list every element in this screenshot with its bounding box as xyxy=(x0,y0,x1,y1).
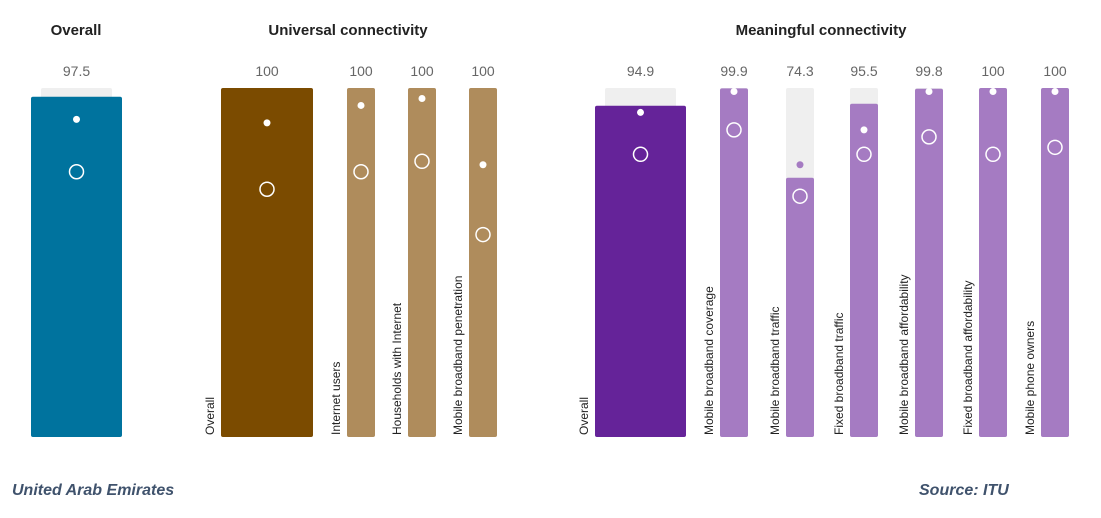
bar-g2-b6 xyxy=(1041,88,1069,437)
dot-marker-g2-b5 xyxy=(989,87,997,95)
bar-label-g2-b4: Mobile broadband affordability xyxy=(897,274,911,435)
circle-marker-g1-b3 xyxy=(475,226,491,243)
group-title-meaningful-connectivity: Meaningful connectivity xyxy=(735,22,907,39)
bar-g2-b1 xyxy=(720,88,748,437)
country-label: United Arab Emirates xyxy=(12,482,175,499)
circle-marker-g1-b2 xyxy=(414,153,430,170)
bar-label-g2-b3: Fixed broadband traffic xyxy=(832,312,846,435)
value-label-g1-b3: 100 xyxy=(471,63,495,79)
bar-g2-b4 xyxy=(915,88,943,437)
circle-marker-g2-b0 xyxy=(632,146,649,163)
bar-g1-b1 xyxy=(347,88,375,437)
circle-marker-g0-b0 xyxy=(68,164,85,180)
value-label-g1-b1: 100 xyxy=(349,63,373,79)
bar-label-g1-b0: Overall xyxy=(203,397,217,435)
value-label-g0-b0: 97.5 xyxy=(63,63,90,79)
value-label-g2-b3: 95.5 xyxy=(850,63,877,79)
value-label-g1-b0: 100 xyxy=(255,63,279,79)
bar-g2-b0 xyxy=(595,105,686,437)
bar-label-g1-b3: Mobile broadband penetration xyxy=(451,276,465,435)
value-label-g2-b5: 100 xyxy=(981,63,1005,79)
dot-marker-g2-b1 xyxy=(730,87,738,95)
bar-label-g2-b0: Overall xyxy=(577,397,591,435)
bar-label-g1-b1: Internet users xyxy=(329,362,343,435)
circle-marker-g1-b0 xyxy=(259,181,275,197)
bar-g0-b0 xyxy=(31,96,122,437)
dot-marker-g1-b2 xyxy=(418,94,426,102)
bar-g1-b3 xyxy=(469,88,497,437)
source-label: Source: ITU xyxy=(919,482,1009,499)
bar-label-g2-b2: Mobile broadband traffic xyxy=(768,306,782,435)
bar-label-g1-b2: Households with Internet xyxy=(390,302,404,435)
circle-marker-g1-b1 xyxy=(353,164,369,180)
dot-marker-g2-b4 xyxy=(925,87,933,95)
value-label-g1-b2: 100 xyxy=(410,63,434,79)
circle-marker-g2-b4 xyxy=(921,129,937,145)
value-label-g2-b6: 100 xyxy=(1043,63,1067,79)
group-title-universal-connectivity: Universal connectivity xyxy=(268,22,428,39)
dot-marker-g1-b1 xyxy=(357,101,365,109)
value-label-g2-b4: 99.8 xyxy=(915,63,942,79)
dot-marker-g2-b6 xyxy=(1051,87,1059,95)
bar-chart: 97.5 100 Overall 100 Internet users 100 Househ… xyxy=(31,63,1069,437)
value-label-g2-b2: 74.3 xyxy=(786,63,813,79)
value-label-g2-b0: 94.9 xyxy=(627,63,654,79)
dot-marker-g2-b2 xyxy=(796,161,804,169)
circle-marker-g2-b2 xyxy=(792,188,808,204)
bar-g1-b0 xyxy=(221,88,313,437)
bar-label-g2-b5: Fixed broadband affordability xyxy=(961,280,975,435)
bar-g2-b5 xyxy=(979,88,1007,437)
circle-marker-g2-b5 xyxy=(985,146,1001,163)
circle-marker-g2-b1 xyxy=(726,122,742,138)
bar-g1-b2 xyxy=(408,88,436,437)
dot-marker-g2-b3 xyxy=(860,126,868,134)
circle-marker-g2-b6 xyxy=(1047,139,1063,156)
value-label-g2-b1: 99.9 xyxy=(720,63,747,79)
circle-marker-g2-b3 xyxy=(856,146,872,163)
dot-marker-g0-b0 xyxy=(73,115,80,123)
dot-marker-g1-b3 xyxy=(479,161,487,169)
bar-g2-b2 xyxy=(786,177,814,437)
group-title-overall: Overall xyxy=(50,22,102,39)
dot-marker-g1-b0 xyxy=(263,119,271,127)
bar-g2-b3 xyxy=(850,103,878,437)
bar-label-g2-b6: Mobile phone owners xyxy=(1023,321,1037,435)
bar-label-g2-b1: Mobile broadband coverage xyxy=(702,286,716,435)
dot-marker-g2-b0 xyxy=(637,108,644,116)
